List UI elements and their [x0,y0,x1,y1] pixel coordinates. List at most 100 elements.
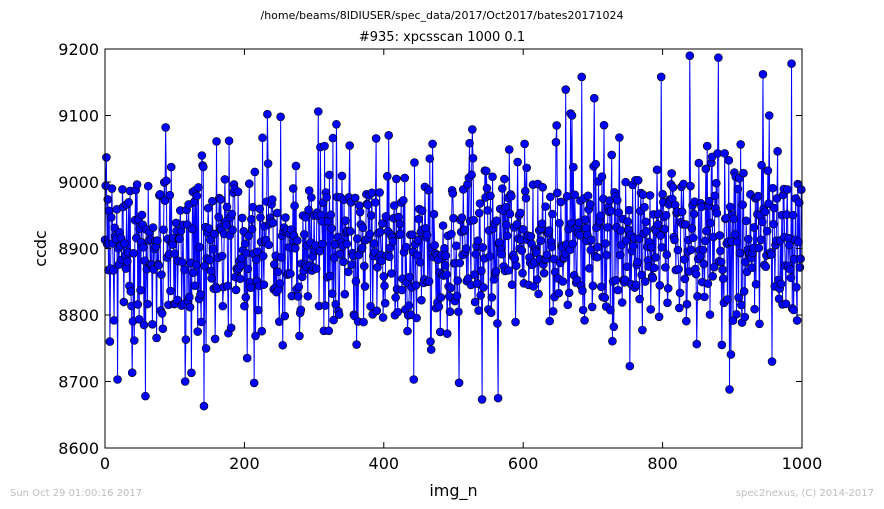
data-point [733,184,743,194]
data-point [380,281,389,291]
data-point [658,189,667,199]
data-point [227,209,237,219]
data-point [507,191,516,201]
data-point [196,317,206,327]
data-point [679,255,689,264]
data-point [196,290,205,299]
data-point [165,190,175,200]
data-point [267,195,277,204]
data-point [596,282,606,292]
data-point [242,353,252,363]
data-point [609,322,619,332]
data-point [497,184,507,193]
data-point [417,206,427,215]
data-point [315,246,324,256]
data-point [606,305,615,315]
data-point [725,385,734,394]
x-axis: 0 200 400 600 800 1000 [100,49,822,473]
data-point [303,291,313,301]
data-point [689,209,699,219]
data-point [353,234,362,244]
data-point [452,291,462,301]
data-point [205,235,215,244]
data-point [152,236,162,245]
data-point [674,264,683,274]
data-point [340,289,350,299]
data-point [162,176,171,186]
data-point [379,272,389,281]
data-point [667,169,676,178]
data-point [109,316,119,325]
data-point [327,289,337,298]
data-point [276,112,285,122]
data-point [257,326,267,336]
data-point [702,141,712,151]
data-point [712,208,722,218]
data-point [281,213,290,222]
data-point [744,234,753,244]
data-point [551,137,561,147]
data-point [625,361,635,371]
data-point [393,307,403,317]
data-point [647,242,656,252]
data-point [493,319,502,328]
data-point [502,231,512,241]
data-point [300,230,309,239]
data-point [288,184,298,193]
data-point [424,185,433,195]
data-point [148,319,157,329]
data-point [477,266,486,276]
data-point [121,264,131,273]
data-point [195,242,205,252]
data-point [350,193,360,203]
data-point [735,248,745,258]
data-point [648,273,658,283]
data-point [794,237,803,247]
data-point [705,310,715,319]
data-point [160,196,170,205]
data-point [293,292,303,301]
data-point [457,213,467,222]
data-point [470,270,479,279]
data-point [411,281,421,290]
data-point [737,300,746,310]
data-point [716,257,726,267]
data-point [193,327,202,336]
data-point [175,234,184,244]
data-point [424,277,434,286]
data-point [724,156,734,165]
data-point [206,266,216,276]
data-point [686,181,695,191]
data-point [653,220,663,229]
data-point [681,316,691,326]
data-point [615,133,624,142]
data-point [453,276,462,285]
data-point [578,305,588,315]
y-tick-label: 8900 [58,240,99,259]
data-point [786,273,796,283]
data-point [740,312,750,322]
data-point [608,336,617,346]
y-axis: 8600 8700 8800 8900 9000 9100 9200 [58,40,802,458]
data-point [607,150,617,160]
data-point [739,287,749,296]
data-point [384,131,393,140]
data-point [482,183,492,193]
data-point [616,226,626,235]
data-point [747,263,757,273]
data-point [564,288,574,298]
data-point [277,253,286,262]
data-point [103,195,113,204]
timestamp-footer: Sun Oct 29 01:00:16 2017 [10,488,143,499]
data-point [141,391,150,401]
data-point [670,235,679,245]
data-point [516,208,525,218]
data-point [155,189,165,199]
x-tick-label: 1000 [782,454,823,473]
data-point [500,174,509,184]
data-point [583,191,593,201]
data-point [541,202,550,211]
data-point [681,220,690,229]
data-point [425,154,435,163]
data-point [662,250,672,260]
